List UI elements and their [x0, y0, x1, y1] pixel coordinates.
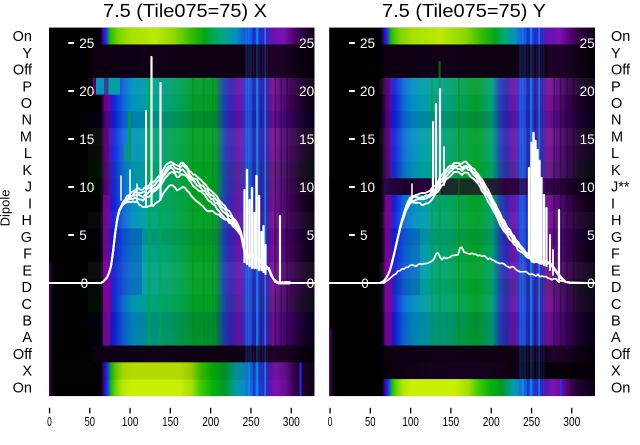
svg-text:25: 25 — [299, 36, 314, 51]
svg-text:X: X — [22, 364, 32, 380]
svg-text:25: 25 — [360, 36, 375, 51]
svg-text:0: 0 — [47, 414, 52, 429]
svg-text:200: 200 — [483, 414, 500, 429]
svg-text:20: 20 — [580, 84, 595, 99]
svg-text:20: 20 — [299, 84, 314, 99]
svg-text:E: E — [22, 263, 32, 279]
svg-text:300: 300 — [283, 414, 300, 429]
svg-text:P: P — [611, 79, 621, 95]
svg-text:Off: Off — [611, 347, 631, 363]
svg-text:100: 100 — [402, 414, 419, 429]
svg-text:25: 25 — [580, 36, 595, 51]
svg-text:250: 250 — [243, 414, 260, 429]
svg-text:X: X — [611, 364, 621, 380]
svg-text:I: I — [28, 196, 32, 212]
svg-text:Y: Y — [611, 46, 621, 62]
svg-text:7.5 (Tile075=75) X: 7.5 (Tile075=75) X — [103, 1, 267, 21]
svg-text:On: On — [13, 380, 32, 396]
svg-text:F: F — [23, 247, 32, 263]
svg-text:150: 150 — [443, 414, 460, 429]
svg-text:10: 10 — [79, 180, 94, 195]
svg-text:B: B — [22, 314, 32, 330]
svg-text:7.5 (Tile075=75) Y: 7.5 (Tile075=75) Y — [382, 1, 546, 21]
svg-text:150: 150 — [162, 414, 179, 429]
svg-text:F: F — [611, 247, 620, 263]
svg-text:5: 5 — [360, 228, 368, 243]
svg-text:5: 5 — [79, 228, 87, 243]
svg-text:10: 10 — [299, 180, 314, 195]
svg-text:Dipole: Dipole — [0, 190, 13, 227]
svg-text:On: On — [13, 29, 32, 45]
svg-text:Off: Off — [611, 63, 631, 79]
svg-text:O: O — [611, 96, 622, 112]
svg-text:0: 0 — [587, 276, 595, 291]
svg-text:M: M — [20, 130, 32, 146]
svg-text:N: N — [22, 113, 32, 129]
svg-text:15: 15 — [580, 132, 595, 147]
svg-text:A: A — [611, 330, 621, 346]
svg-text:50: 50 — [365, 414, 376, 429]
svg-text:H: H — [22, 213, 32, 229]
svg-text:H: H — [611, 213, 621, 229]
svg-text:G: G — [611, 230, 622, 246]
svg-text:25: 25 — [79, 36, 94, 51]
svg-text:15: 15 — [79, 132, 94, 147]
svg-text:300: 300 — [563, 414, 580, 429]
svg-text:15: 15 — [360, 132, 375, 147]
svg-text:50: 50 — [85, 414, 96, 429]
svg-text:200: 200 — [202, 414, 219, 429]
svg-text:K: K — [22, 163, 32, 179]
svg-text:M: M — [611, 130, 623, 146]
svg-text:G: G — [21, 230, 32, 246]
svg-text:I: I — [611, 196, 615, 212]
svg-text:0: 0 — [307, 276, 315, 291]
svg-text:20: 20 — [360, 84, 375, 99]
svg-text:0: 0 — [81, 276, 89, 291]
svg-text:0: 0 — [328, 414, 333, 429]
svg-text:Y: Y — [22, 46, 32, 62]
svg-text:C: C — [22, 297, 32, 313]
svg-text:On: On — [611, 380, 630, 396]
svg-text:P: P — [22, 79, 32, 95]
svg-text:5: 5 — [587, 228, 595, 243]
svg-text:250: 250 — [523, 414, 540, 429]
svg-text:D: D — [22, 280, 32, 296]
svg-text:0: 0 — [361, 276, 369, 291]
svg-text:J**: J** — [611, 180, 630, 196]
svg-text:E: E — [611, 263, 621, 279]
svg-text:15: 15 — [299, 132, 314, 147]
svg-text:20: 20 — [79, 84, 94, 99]
svg-text:N: N — [611, 113, 621, 129]
svg-text:L: L — [611, 146, 619, 162]
svg-text:Off: Off — [13, 63, 33, 79]
svg-text:Off: Off — [13, 347, 33, 363]
svg-text:J: J — [25, 180, 32, 196]
svg-text:5: 5 — [307, 228, 315, 243]
svg-text:B: B — [611, 314, 621, 330]
svg-text:K: K — [611, 163, 621, 179]
svg-text:10: 10 — [580, 180, 595, 195]
svg-text:10: 10 — [360, 180, 375, 195]
svg-text:100: 100 — [122, 414, 139, 429]
svg-text:A: A — [22, 330, 32, 346]
svg-text:L: L — [24, 146, 32, 162]
svg-text:C: C — [611, 297, 621, 313]
svg-text:D: D — [611, 280, 621, 296]
svg-text:O: O — [21, 96, 32, 112]
svg-text:On: On — [611, 29, 630, 45]
